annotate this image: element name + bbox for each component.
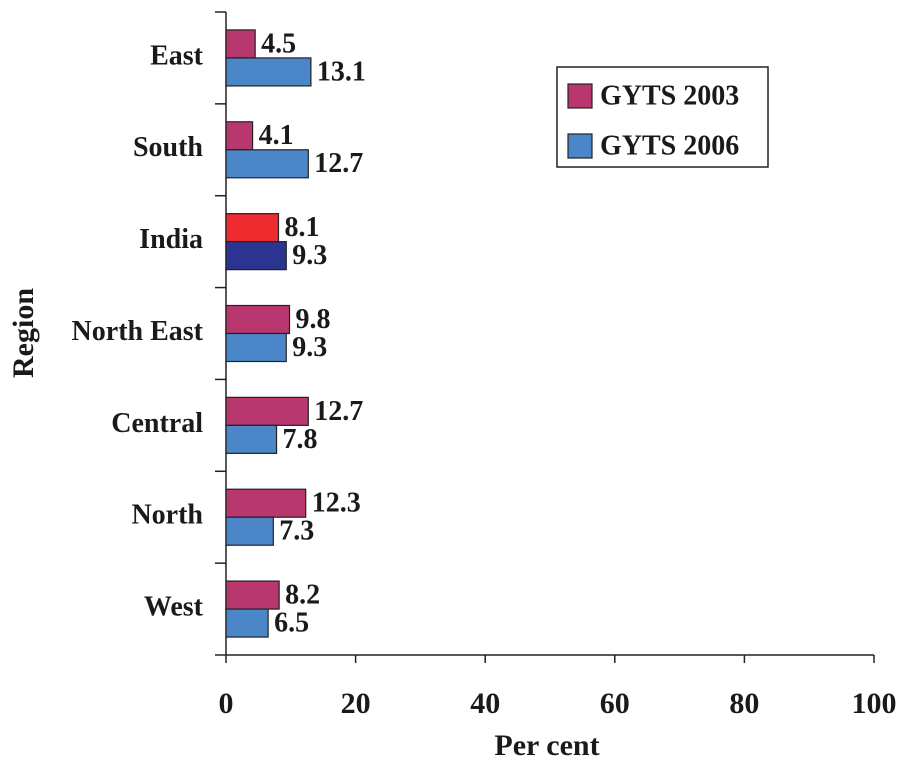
y-tick-label: South — [133, 132, 203, 163]
value-label: 12.7 — [314, 148, 363, 179]
bar — [225, 29, 256, 59]
value-label: 9.3 — [292, 332, 327, 363]
value-label: 9.8 — [296, 304, 331, 335]
y-axis-label: Region — [7, 288, 40, 378]
x-tick-label: 60 — [600, 687, 630, 720]
value-label: 7.8 — [283, 424, 318, 455]
bar — [225, 396, 309, 426]
value-label: 13.1 — [317, 56, 366, 87]
y-tick-label: East — [150, 40, 204, 71]
x-tick-label: 40 — [470, 687, 500, 720]
bar — [225, 332, 287, 363]
value-label: 6.5 — [274, 607, 309, 638]
value-label: 4.1 — [259, 120, 294, 151]
bar — [225, 57, 312, 87]
y-tick-label: Central — [111, 408, 203, 439]
bar — [225, 149, 309, 179]
bar — [225, 241, 287, 271]
value-label: 7.3 — [279, 516, 314, 547]
x-tick-label: 20 — [341, 687, 371, 720]
bar — [225, 424, 278, 454]
legend-swatch — [567, 133, 593, 159]
bar — [225, 213, 280, 243]
bar — [225, 304, 291, 335]
value-label: 4.5 — [261, 28, 296, 59]
bar — [225, 580, 280, 610]
y-tick-label: India — [139, 224, 203, 255]
value-label: 8.1 — [284, 212, 319, 243]
x-tick-label: 80 — [729, 687, 759, 720]
value-label: 9.3 — [292, 240, 327, 271]
y-tick-label: West — [144, 591, 204, 622]
bar — [225, 488, 307, 518]
legend-label: GYTS 2006 — [600, 130, 739, 161]
y-tick-label: North East — [72, 316, 204, 347]
legend-swatch — [567, 83, 593, 109]
bar — [225, 608, 269, 638]
y-tick-label: North — [131, 500, 203, 531]
x-tick-label: 100 — [852, 687, 897, 720]
legend-label: GYTS 2003 — [600, 80, 739, 111]
value-label: 12.7 — [314, 396, 363, 427]
value-label: 12.3 — [312, 488, 361, 519]
x-axis-label: Per cent — [494, 729, 599, 762]
bar — [225, 516, 274, 546]
x-tick-label: 0 — [219, 687, 234, 720]
value-label: 8.2 — [285, 579, 320, 610]
bar — [225, 121, 254, 151]
